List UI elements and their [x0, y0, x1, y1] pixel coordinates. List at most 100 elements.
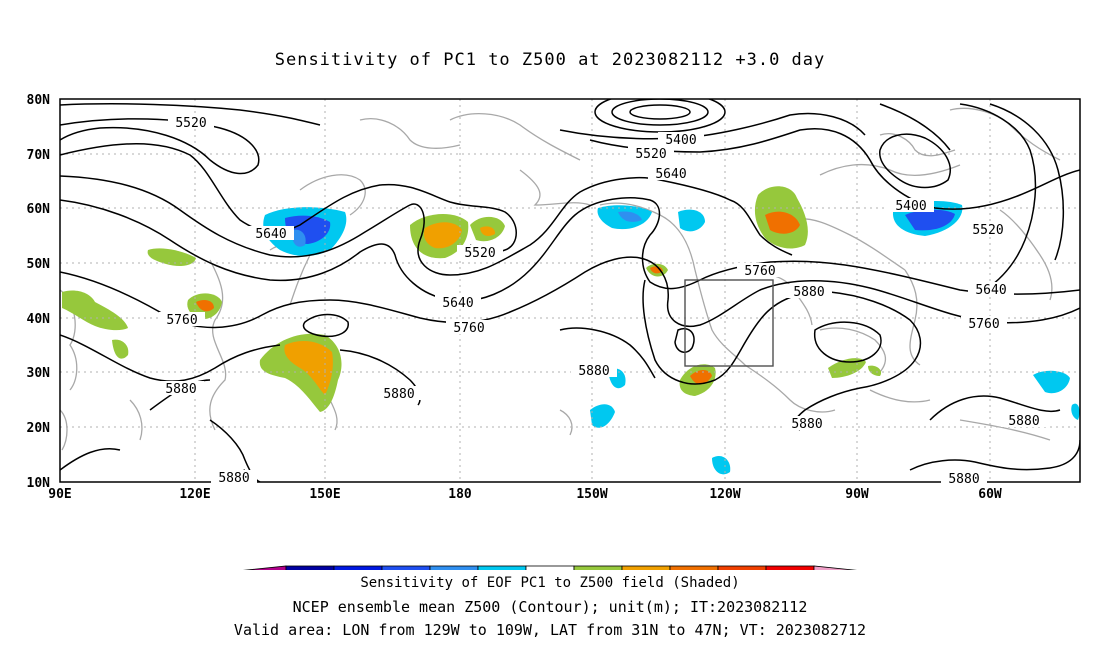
- neg-region-yellow-sea: [292, 229, 306, 247]
- contour-label: 5400: [658, 132, 704, 148]
- svg-text:5400: 5400: [665, 133, 696, 148]
- colorbar-swatch: [242, 565, 287, 570]
- caption-line-2: Valid area: LON from 129W to 109W, LAT f…: [233, 621, 867, 639]
- colorbar-swatch: [621, 565, 671, 570]
- colorbar-swatch: [381, 565, 431, 570]
- contour-label: 5400: [888, 198, 934, 214]
- lat-label: 10N: [27, 476, 51, 491]
- colorbar-swatch: [765, 565, 815, 570]
- svg-text:5880: 5880: [383, 387, 414, 402]
- lon-labels: 90E 120E 150E 180 150W 120W 90W 60W: [48, 487, 1002, 502]
- colorbar-swatch: [573, 565, 623, 570]
- contour-label: 5520: [628, 146, 674, 162]
- lon-label: 180: [448, 487, 472, 502]
- svg-text:5640: 5640: [975, 283, 1006, 298]
- colorbar-swatch: [285, 565, 335, 570]
- lat-label: 40N: [27, 312, 51, 327]
- map-title: Sensitivity of PC1 to Z500 at 2023082112…: [274, 50, 826, 70]
- colorbar-swatch: [813, 565, 858, 570]
- pos-region-china1: [62, 290, 128, 331]
- pos-core-hudson: [765, 211, 800, 234]
- contour-label: 5760: [737, 263, 783, 279]
- pos-core-aleutians: [423, 222, 462, 249]
- contour-label: 5640: [968, 282, 1014, 298]
- svg-text:5520: 5520: [972, 223, 1003, 238]
- svg-text:5760: 5760: [166, 313, 197, 328]
- pos-region-china2: [112, 339, 129, 359]
- contour-label: 5880: [571, 363, 617, 379]
- z500-contours: [60, 99, 1080, 482]
- neg-region-pac1: [590, 404, 615, 428]
- svg-text:5880: 5880: [1008, 414, 1039, 429]
- lon-label: 90E: [48, 487, 71, 502]
- svg-text:5520: 5520: [464, 246, 495, 261]
- svg-text:5760: 5760: [453, 321, 484, 336]
- lat-label: 50N: [27, 257, 51, 272]
- lat-label: 60N: [27, 202, 51, 217]
- pos-core-dateline: [480, 226, 496, 236]
- contour-label: 5880: [786, 284, 832, 300]
- colorbar-swatch: [429, 565, 479, 570]
- contour-label: 5880: [158, 381, 204, 397]
- contour-label: 5760: [446, 320, 492, 336]
- neg-core-gulf-alaska: [618, 211, 642, 222]
- neg-region-atl2: [1071, 403, 1080, 420]
- lon-label: 120E: [179, 487, 210, 502]
- contour-label: 5880: [211, 470, 257, 486]
- contour-label: 5640: [435, 295, 481, 311]
- pos-core-japan: [284, 340, 333, 395]
- svg-text:5640: 5640: [655, 167, 686, 182]
- lat-label: 30N: [27, 366, 51, 381]
- contour-label: 5520: [168, 115, 214, 131]
- contour-label: 5640: [248, 226, 294, 242]
- svg-text:5640: 5640: [255, 227, 286, 242]
- shaded-sensitivity: [62, 186, 1080, 475]
- svg-text:5880: 5880: [578, 364, 609, 379]
- colorbar-swatch: [669, 565, 719, 570]
- map-frame: [59, 98, 1081, 483]
- svg-text:5880: 5880: [948, 472, 979, 487]
- pos-region-mongolia: [147, 248, 196, 266]
- colorbar-swatch: [477, 565, 527, 570]
- contour-label: 5760: [159, 312, 205, 328]
- neg-core-labrador: [905, 209, 955, 231]
- svg-text:5520: 5520: [635, 147, 666, 162]
- colorbar-swatch: [525, 565, 575, 570]
- lat-label: 80N: [27, 93, 51, 108]
- contour-label: 5640: [648, 166, 694, 182]
- contour-labels: 5520 5400 5520 5640 5400 5520 5640 5520 …: [158, 115, 1047, 487]
- svg-text:5400: 5400: [895, 199, 926, 214]
- colorbar-swatch: [333, 565, 383, 570]
- svg-text:5760: 5760: [968, 317, 999, 332]
- neg-region-pac3: [712, 455, 731, 475]
- contour-label: 5520: [457, 245, 503, 261]
- contour-label: 5880: [376, 386, 422, 402]
- pos-core-baja: [690, 370, 712, 385]
- colorbar-swatch: [717, 565, 767, 570]
- contour-label: 5880: [941, 472, 987, 487]
- lon-label: 150W: [576, 487, 607, 502]
- pos-core-nepac: [650, 266, 663, 274]
- svg-text:5880: 5880: [218, 471, 249, 486]
- svg-text:5640: 5640: [442, 296, 473, 311]
- contour-label: 5880: [784, 416, 830, 432]
- z500-map: 5520 5400 5520 5640 5400 5520 5640 5520 …: [27, 93, 1081, 570]
- lon-label: 90W: [845, 487, 869, 502]
- lon-label: 120W: [709, 487, 740, 502]
- neg-region-bc: [678, 209, 705, 232]
- lat-label: 70N: [27, 148, 51, 163]
- contour-label: 5520: [965, 222, 1011, 238]
- svg-text:5880: 5880: [791, 417, 822, 432]
- svg-text:5520: 5520: [175, 116, 206, 131]
- lat-labels: 80N 70N 60N 50N 40N 30N 20N 10N: [27, 93, 51, 491]
- caption-line-1: NCEP ensemble mean Z500 (Contour); unit(…: [292, 598, 808, 616]
- pos-region-gulf2: [868, 365, 882, 376]
- contour-label: 5760: [961, 316, 1007, 332]
- lon-label: 60W: [978, 487, 1002, 502]
- contour-label: 5880: [1001, 413, 1047, 429]
- svg-text:5760: 5760: [744, 264, 775, 279]
- pos-core-korea: [196, 300, 214, 312]
- colorbar: -0.9-0.8-0.7-0.6-0.5-0.420.420.50.60.70.…: [242, 565, 858, 570]
- lat-label: 20N: [27, 421, 51, 436]
- lon-label: 150E: [309, 487, 340, 502]
